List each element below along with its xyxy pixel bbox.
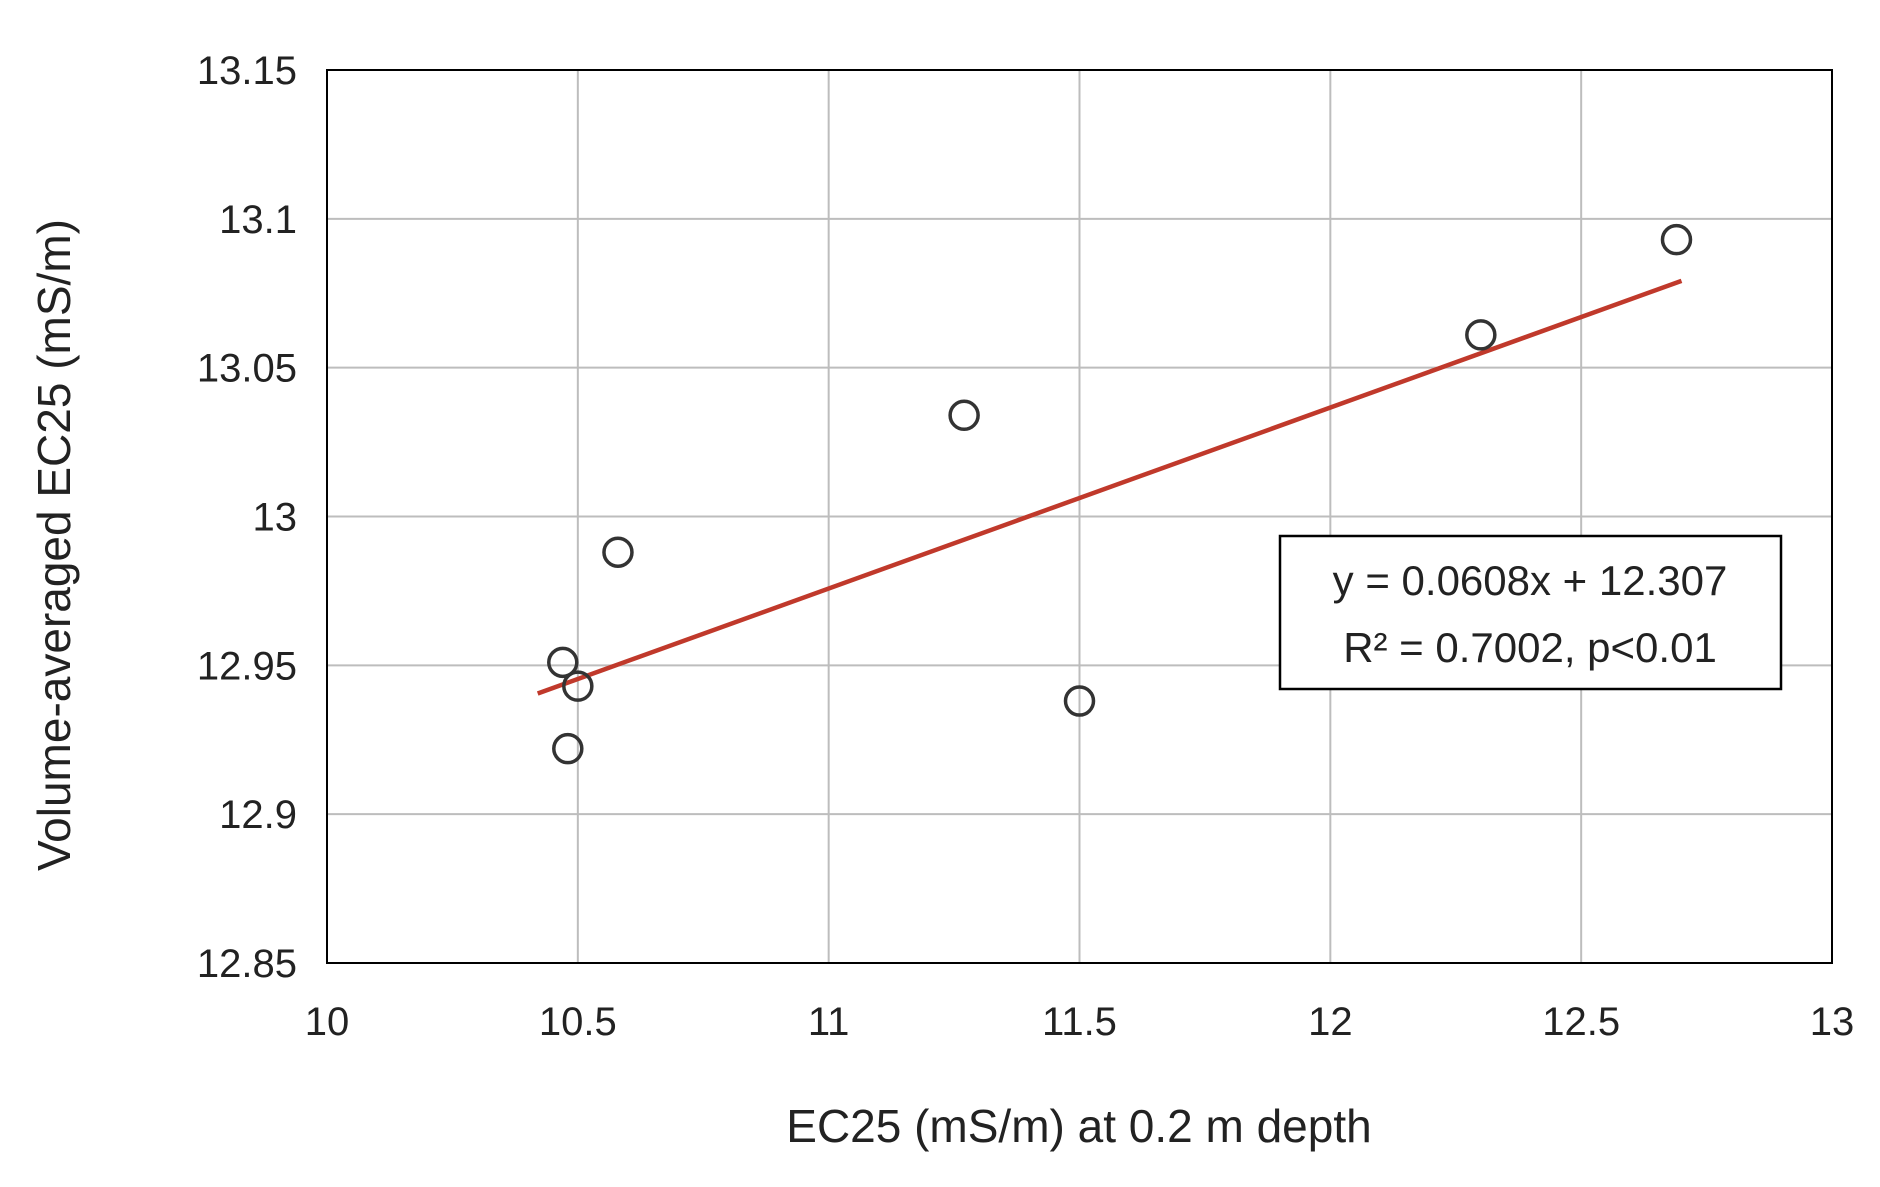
data-point	[547, 646, 579, 679]
regression-annotation: y = 0.0608x + 12.307 R² = 0.7002, p<0.01	[1278, 534, 1783, 691]
data-point	[552, 732, 584, 765]
data-points	[547, 223, 1693, 765]
x-tick-label: 10.5	[539, 1000, 617, 1044]
y-tick-label: 12.95	[197, 644, 297, 688]
data-point	[948, 399, 980, 432]
data-point	[562, 670, 594, 702]
data-point	[1063, 685, 1096, 717]
y-tick-label: 12.85	[197, 942, 297, 986]
y-tick-label: 13	[253, 496, 298, 540]
regression-r-squared: R² = 0.7002, p<0.01	[1343, 624, 1717, 671]
y-axis-tick-labels: 12.85 12.9 12.95 13 13.05 13.1 13.15	[197, 49, 297, 986]
y-tick-label: 13.05	[197, 347, 297, 391]
y-tick-label: 13.15	[197, 49, 297, 93]
x-axis-tick-labels: 10 10.5 11 11.5 12 12.5 13	[305, 1000, 1855, 1044]
data-point	[1660, 223, 1693, 256]
trendline	[536, 278, 1683, 696]
x-tick-label: 10	[305, 1000, 350, 1044]
x-tick-label: 11	[808, 1000, 850, 1044]
x-tick-label: 11.5	[1042, 1000, 1117, 1044]
y-tick-label: 12.9	[219, 793, 297, 837]
y-axis-title: Volume-averaged EC25 (mS/m)	[28, 219, 80, 871]
grid-lines	[327, 70, 1832, 963]
regression-equation: y = 0.0608x + 12.307	[1333, 557, 1728, 604]
data-point	[1465, 319, 1497, 351]
y-tick-label: 13.1	[219, 198, 297, 242]
plot-area-frame	[326, 69, 1833, 964]
x-axis-title: EC25 (mS/m) at 0.2 m depth	[786, 1100, 1371, 1152]
x-tick-label: 12	[1308, 1000, 1353, 1044]
data-point	[602, 536, 634, 568]
x-tick-label: 12.5	[1542, 1000, 1620, 1044]
annotation-frame	[1278, 534, 1783, 691]
x-tick-label: 13	[1810, 1000, 1855, 1044]
